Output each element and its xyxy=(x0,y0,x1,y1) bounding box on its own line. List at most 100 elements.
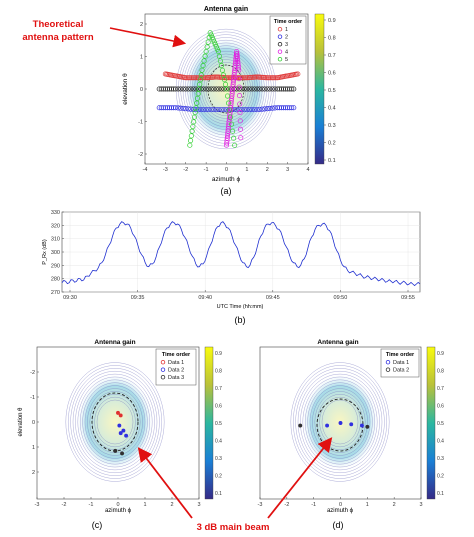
panel-b-received-power: 09:30 09:35 09:40 09:45 09:50 09:55 330 320 310… xyxy=(42,210,421,325)
series-2-point xyxy=(206,107,212,113)
series-3-point xyxy=(218,86,224,92)
colorbar-tick-label: 0.5 xyxy=(328,88,336,94)
series-5-point xyxy=(214,46,220,52)
series-5-point xyxy=(227,107,233,113)
series-2-point xyxy=(236,107,242,113)
contour-ring xyxy=(82,382,148,462)
contour-ring xyxy=(290,362,390,482)
panel-b-yticks: 330 320 310 300 290 280 270 xyxy=(51,210,64,296)
series-4-point xyxy=(238,135,244,141)
antenna-pattern-text-line2: antenna pattern xyxy=(22,32,93,43)
colorbar-tick-label: 0.1 xyxy=(328,158,336,164)
panel-a-antenna-gain: Antenna gain -4 -3 -2 -1 0 1 2 3 4 210-1-2 azimu… xyxy=(122,6,444,497)
y-tick-label: -2 xyxy=(30,370,35,376)
panel-c-legend-title: Time order xyxy=(162,352,191,358)
series-5-point xyxy=(210,37,216,43)
series-5-point xyxy=(204,44,210,50)
x-tick-label: 3 xyxy=(197,502,200,508)
colorbar-tick-label: 0.4 xyxy=(437,439,444,445)
contour-ring xyxy=(319,396,361,448)
legend-label: 1 xyxy=(285,27,288,33)
series-2-point xyxy=(198,107,204,113)
contour-ring xyxy=(80,379,150,465)
series-5-point xyxy=(231,135,237,141)
series-3-point xyxy=(226,86,232,92)
legend-label: 3 xyxy=(285,42,288,48)
y-tick-label: 0 xyxy=(32,420,35,426)
panel-a-label: (a) xyxy=(221,186,232,196)
series-3-point xyxy=(254,86,260,92)
legend-marker xyxy=(160,360,166,365)
series-5-point xyxy=(190,123,196,130)
y-tick-label: 310 xyxy=(51,237,60,243)
series-data-2-point xyxy=(117,423,122,428)
colorbar-tick-label: 0.1 xyxy=(215,491,222,497)
x-tick-label: 0 xyxy=(339,502,342,508)
series-5-point xyxy=(192,109,198,115)
contour-ring xyxy=(75,373,155,471)
series-3-point xyxy=(257,86,263,92)
series-2-point xyxy=(201,107,207,113)
series-5-point xyxy=(193,105,199,111)
series-3-point xyxy=(188,86,194,92)
colorbar-tick-label: 0.2 xyxy=(437,474,444,480)
contour-ring xyxy=(309,385,371,459)
series-5-point xyxy=(195,91,201,97)
x-tick-label: -4 xyxy=(143,167,148,173)
series-5-point xyxy=(198,72,204,78)
y-tick-label: -2 xyxy=(138,152,143,158)
panel-b-ylabel: P_Rx (dB) xyxy=(42,239,48,265)
series-5-point xyxy=(223,86,230,92)
series-5-point xyxy=(212,41,218,48)
series-5-point xyxy=(216,53,222,59)
panel-c-antenna-gain: Antenna gain -3 -2 -1 0 1 2 3 -2 -1 0 1 2 azimuth … xyxy=(18,339,214,530)
y-tick-label: 1 xyxy=(32,445,35,451)
series-2-point xyxy=(180,105,186,112)
contour-ring xyxy=(96,399,134,445)
legend-marker xyxy=(277,27,283,32)
panel-a-ylabel: elevation θ xyxy=(122,73,129,105)
panel-c-yticks: -2 -1 0 1 2 xyxy=(30,370,39,476)
panel-d-legend: Time order Data 1 Data 2 xyxy=(380,348,420,378)
series-3-point xyxy=(262,86,268,92)
series-data-1-point xyxy=(349,422,354,427)
legend-marker xyxy=(277,34,283,39)
contour-ring xyxy=(321,399,359,445)
legend-marker xyxy=(385,360,391,365)
series-2-point xyxy=(188,106,194,112)
panel-b-xticks: 09:30 09:35 09:40 09:45 09:50 09:55 xyxy=(63,290,415,301)
legend-label: 5 xyxy=(285,57,288,63)
y-tick-label: 270 xyxy=(51,290,60,296)
series-3-point xyxy=(203,86,209,92)
series-3-point xyxy=(208,86,214,92)
series-5-point xyxy=(230,128,236,134)
series-2-point xyxy=(213,107,219,113)
contour-ring xyxy=(65,362,165,482)
series-5-point xyxy=(191,114,197,120)
x-tick-label: -1 xyxy=(204,167,209,173)
series-5-point xyxy=(194,100,200,106)
series-3-point xyxy=(190,86,196,92)
series-2-point xyxy=(251,107,258,113)
y-tick-label: 2 xyxy=(140,22,143,28)
contour-ring xyxy=(94,396,136,448)
legend-label: Data 1 xyxy=(168,360,184,366)
panel-a-colorbar-ticks: 0.9 0.8 0.7 0.6 0.5 0.4 0.3 0.2 0.1 0.9 0.8 0.7 0.6 0… xyxy=(215,18,444,497)
series-2-point xyxy=(178,105,184,111)
series-3-point xyxy=(198,86,204,92)
series-3-point xyxy=(216,86,222,92)
y-tick-label: 290 xyxy=(51,263,60,269)
panel-a-xticks: -4 -3 -2 -1 0 1 2 3 4 xyxy=(143,162,310,173)
series-data-1-point xyxy=(325,423,330,428)
x-tick-label: 09:30 xyxy=(63,295,77,301)
legend-marker xyxy=(277,49,283,54)
series-2-point xyxy=(221,107,227,113)
series-2-point xyxy=(246,107,252,113)
series-2-point xyxy=(223,107,230,113)
panel-c-xlabel: azimuth ϕ xyxy=(105,508,132,514)
contour-ring xyxy=(68,365,162,479)
series-data-2-point xyxy=(365,424,370,429)
colorbar-tick-label: 0.9 xyxy=(328,18,336,24)
x-tick-label: 09:45 xyxy=(266,295,280,301)
series-5-point xyxy=(191,119,197,125)
